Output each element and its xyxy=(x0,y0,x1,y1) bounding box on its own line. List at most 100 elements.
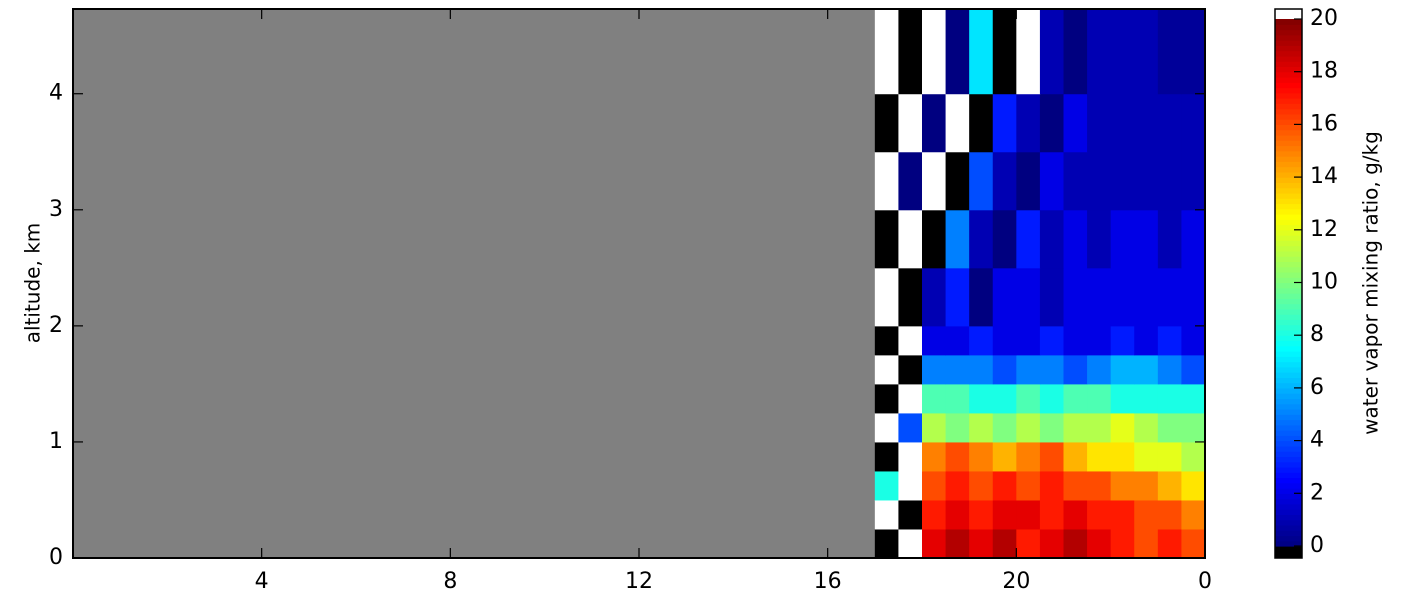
colorbar-segment xyxy=(1275,351,1302,357)
colorbar-segment xyxy=(1275,182,1302,189)
heatmap-cell xyxy=(1016,528,1041,559)
heatmap-cell xyxy=(874,499,899,530)
heatmap-cell xyxy=(1110,93,1135,153)
colorbar-tick-label: 12 xyxy=(1310,217,1338,242)
heatmap-cell xyxy=(945,354,970,385)
heatmap-cell xyxy=(1087,267,1112,327)
heatmap-cell xyxy=(1087,528,1112,559)
heatmap-cell xyxy=(1157,470,1182,501)
colorbar-segment xyxy=(1275,224,1302,231)
heatmap-cell xyxy=(969,151,994,211)
heatmap-cell xyxy=(945,151,970,211)
colorbar-segment xyxy=(1275,282,1302,289)
y-tick-label: 1 xyxy=(49,429,63,454)
colorbar-segment xyxy=(1275,366,1302,373)
heatmap-cell xyxy=(874,325,899,356)
colorbar-segment xyxy=(1275,98,1302,104)
colorbar-segment xyxy=(1275,498,1302,505)
colorbar-segment xyxy=(1275,472,1302,479)
colorbar-tick-label: 14 xyxy=(1310,164,1338,189)
heatmap-cell xyxy=(898,441,923,472)
heatmap-cell xyxy=(992,470,1017,501)
heatmap-cell xyxy=(1110,528,1135,559)
colorbar-segment xyxy=(1275,19,1302,25)
colorbar-segment xyxy=(1275,477,1302,484)
colorbar-segment xyxy=(1275,113,1302,120)
colorbar-segment xyxy=(1275,240,1302,247)
heatmap-cell xyxy=(1134,528,1159,559)
heatmap-cell xyxy=(1039,354,1064,385)
colorbar-segment xyxy=(1275,40,1302,46)
heatmap-cell xyxy=(969,93,994,153)
colorbar-segment xyxy=(1275,461,1302,468)
heatmap-cell xyxy=(1087,470,1112,501)
heatmap-cell xyxy=(898,151,923,211)
heatmap-cell xyxy=(898,9,923,95)
heatmap-cell xyxy=(922,528,947,559)
heatmap-cell xyxy=(1181,383,1206,414)
heatmap-cell xyxy=(1016,151,1041,211)
heatmap-cell xyxy=(969,325,994,356)
colorbar-segment xyxy=(1275,82,1302,89)
heatmap-cell xyxy=(969,499,994,530)
heatmap-cell xyxy=(874,9,899,95)
heatmap-cell xyxy=(898,499,923,530)
heatmap-cell xyxy=(874,470,899,501)
colorbar-segment xyxy=(1275,119,1302,125)
colorbar-segment xyxy=(1275,134,1302,141)
heatmap-cell xyxy=(992,267,1017,327)
heatmap-cell xyxy=(1039,267,1064,327)
heatmap-cell xyxy=(1110,354,1135,385)
heatmap-cell xyxy=(1039,528,1064,559)
colorbar-segment xyxy=(1275,408,1302,415)
colorbar-segment xyxy=(1275,482,1302,489)
heatmap-cell xyxy=(1157,412,1182,443)
y-axis-label: altitude, km xyxy=(21,223,45,344)
heatmap-cell xyxy=(1181,412,1206,443)
heatmap-cell xyxy=(1157,209,1182,269)
colorbar-segment xyxy=(1275,298,1302,305)
colorbar-segment xyxy=(1275,219,1302,226)
heatmap-cell xyxy=(898,412,923,443)
heatmap-cell xyxy=(1063,383,1088,414)
y-tick-label: 3 xyxy=(49,197,63,222)
colorbar-segment xyxy=(1275,382,1302,389)
colorbar-segment xyxy=(1275,124,1302,131)
heatmap-cell xyxy=(898,383,923,414)
heatmap-cell xyxy=(1063,209,1088,269)
heatmap-cell xyxy=(1039,441,1064,472)
colorbar-tick-label: 4 xyxy=(1310,428,1324,453)
heatmap-cell xyxy=(1087,209,1112,269)
colorbar-segment xyxy=(1275,530,1302,537)
heatmap-cell xyxy=(1016,267,1041,327)
heatmap-cell xyxy=(1039,412,1064,443)
colorbar-segment xyxy=(1275,24,1302,31)
colorbar-segment xyxy=(1275,503,1302,510)
colorbar-segment xyxy=(1275,245,1302,252)
colorbar-segment xyxy=(1275,129,1302,136)
colorbar-segment xyxy=(1275,271,1302,278)
colorbar-segment xyxy=(1275,393,1302,400)
heatmap-cell xyxy=(1016,412,1041,443)
heatmap-cell xyxy=(1134,151,1159,211)
colorbar-segment xyxy=(1275,345,1302,352)
colorbar-segment xyxy=(1275,440,1302,447)
colorbar-segment xyxy=(1275,314,1302,320)
heatmap-cell xyxy=(1016,93,1041,153)
heatmap-cell xyxy=(969,354,994,385)
x-tick-label: 16 xyxy=(814,569,842,594)
heatmap-cell xyxy=(1016,383,1041,414)
colorbar-segment xyxy=(1275,76,1302,83)
colorbar-over xyxy=(1275,9,1302,19)
heatmap-cell xyxy=(1016,209,1041,269)
heatmap-cell xyxy=(969,412,994,443)
heatmap-cell xyxy=(1157,93,1182,153)
heatmap-cell xyxy=(874,209,899,269)
colorbar-tick-label: 0 xyxy=(1310,533,1324,558)
heatmap-cell xyxy=(1134,209,1159,269)
colorbar-segment xyxy=(1275,256,1302,263)
colorbar-segment xyxy=(1275,419,1302,426)
heatmap-cell xyxy=(898,528,923,559)
heatmap-cell xyxy=(945,325,970,356)
